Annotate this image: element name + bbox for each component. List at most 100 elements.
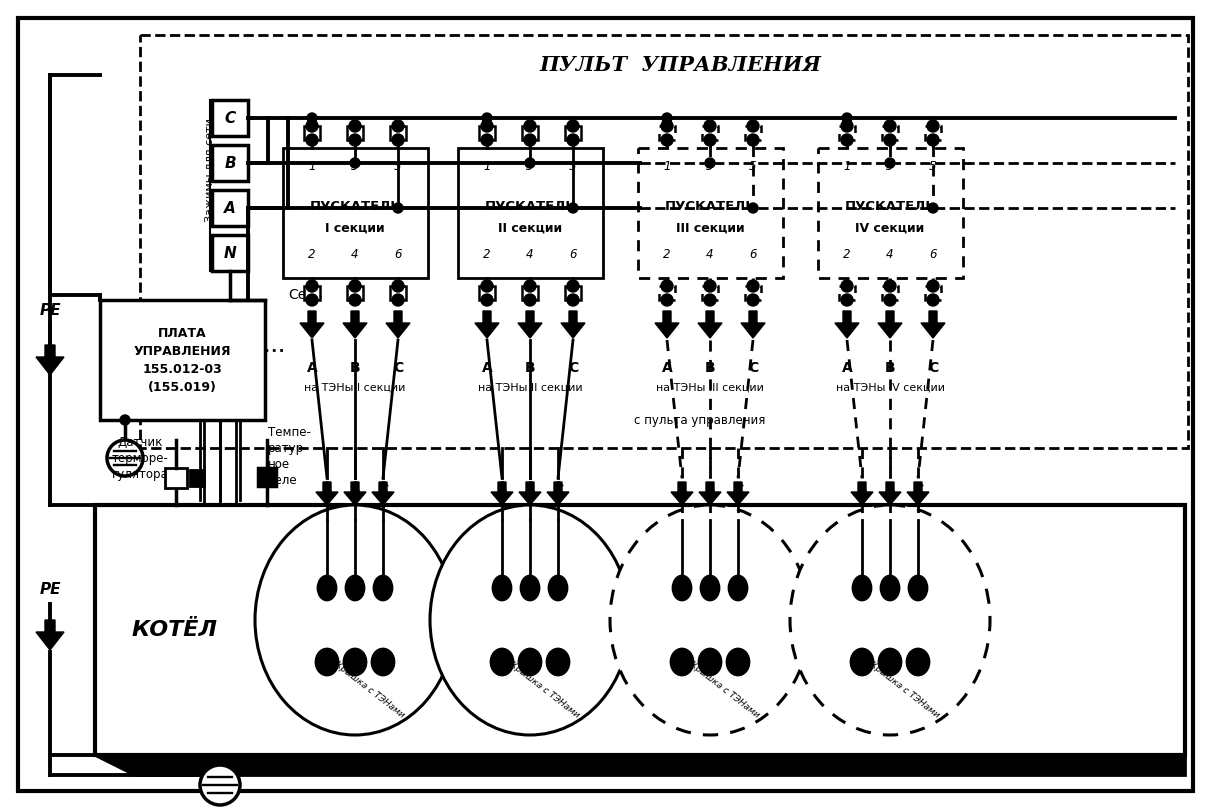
Polygon shape: [343, 311, 367, 338]
Circle shape: [482, 113, 492, 123]
Text: I секции: I секции: [326, 222, 385, 235]
Text: 6: 6: [395, 248, 402, 260]
Circle shape: [526, 158, 535, 168]
Ellipse shape: [671, 649, 693, 675]
Text: 4: 4: [527, 248, 534, 260]
Bar: [882, 286, 899, 300]
Bar: [522, 286, 538, 300]
Circle shape: [481, 120, 493, 132]
Circle shape: [524, 294, 536, 306]
Text: 6: 6: [569, 248, 576, 260]
Text: B: B: [350, 483, 361, 497]
Circle shape: [350, 158, 360, 168]
Circle shape: [349, 134, 361, 146]
Text: ПУСКАТЕЛЬ: ПУСКАТЕЛЬ: [844, 200, 936, 213]
Polygon shape: [907, 482, 929, 505]
Text: 5: 5: [929, 159, 937, 172]
Ellipse shape: [701, 576, 719, 600]
Ellipse shape: [374, 576, 392, 600]
Bar: [390, 126, 406, 140]
Bar: [480, 286, 495, 300]
Circle shape: [524, 120, 536, 132]
Ellipse shape: [549, 576, 567, 600]
Text: 2: 2: [483, 248, 490, 260]
Text: 6: 6: [929, 248, 937, 260]
Circle shape: [926, 280, 939, 292]
Ellipse shape: [316, 649, 338, 675]
Text: C: C: [378, 483, 388, 497]
Text: Крышка с ТЭНами: Крышка с ТЭНами: [333, 660, 407, 720]
Bar: [745, 286, 761, 300]
Bar: [212, 145, 248, 181]
Ellipse shape: [346, 576, 365, 600]
Text: PE: PE: [39, 303, 61, 317]
Polygon shape: [879, 482, 901, 505]
Ellipse shape: [907, 649, 929, 675]
Text: A: A: [224, 201, 236, 215]
Circle shape: [567, 294, 579, 306]
Bar: [702, 126, 718, 140]
Text: III секции: III секции: [676, 222, 745, 235]
Bar: [212, 100, 248, 136]
Polygon shape: [520, 482, 541, 505]
Text: III секция: III секция: [677, 757, 742, 770]
Bar: [304, 286, 320, 300]
Bar: [925, 126, 941, 140]
Ellipse shape: [729, 576, 747, 600]
Circle shape: [349, 280, 361, 292]
Circle shape: [392, 280, 404, 292]
Circle shape: [884, 294, 896, 306]
Polygon shape: [671, 482, 693, 505]
Text: 1: 1: [309, 159, 316, 172]
Polygon shape: [94, 755, 1186, 775]
Ellipse shape: [256, 505, 455, 735]
Circle shape: [884, 134, 896, 146]
Text: C: C: [928, 361, 939, 375]
Circle shape: [840, 294, 853, 306]
Ellipse shape: [853, 576, 871, 600]
Bar: [348, 286, 363, 300]
Text: PE: PE: [39, 582, 61, 598]
Polygon shape: [836, 311, 859, 338]
Polygon shape: [922, 311, 945, 338]
Text: C: C: [733, 483, 744, 497]
Text: A: A: [306, 361, 317, 375]
Polygon shape: [518, 311, 543, 338]
Polygon shape: [372, 482, 394, 505]
Circle shape: [392, 294, 404, 306]
Circle shape: [704, 280, 716, 292]
Bar: [659, 286, 675, 300]
Circle shape: [120, 415, 130, 425]
Bar: [258, 468, 276, 486]
Text: на ТЭНы I секции: на ТЭНы I секции: [304, 383, 406, 393]
Text: B: B: [705, 361, 716, 375]
Text: на ТЭНы III секции: на ТЭНы III секции: [656, 383, 764, 393]
Circle shape: [392, 120, 404, 132]
Text: IV секция: IV секция: [856, 757, 923, 770]
Circle shape: [567, 134, 579, 146]
Ellipse shape: [547, 649, 569, 675]
Circle shape: [884, 280, 896, 292]
Circle shape: [567, 120, 579, 132]
Polygon shape: [344, 482, 366, 505]
Ellipse shape: [520, 649, 541, 675]
Text: 4: 4: [886, 248, 894, 260]
Text: B: B: [705, 483, 716, 497]
Bar: [566, 126, 581, 140]
Text: 3: 3: [886, 159, 894, 172]
Bar: [638, 148, 784, 278]
Polygon shape: [300, 311, 325, 338]
Text: 5: 5: [395, 159, 402, 172]
Ellipse shape: [909, 576, 926, 600]
Ellipse shape: [879, 649, 901, 675]
Text: I секция: I секция: [326, 757, 384, 770]
Polygon shape: [727, 482, 748, 505]
Circle shape: [747, 294, 759, 306]
Polygon shape: [699, 482, 721, 505]
Circle shape: [481, 134, 493, 146]
Text: Датчик
терморе-
гулятора: Датчик терморе- гулятора: [111, 435, 168, 481]
Circle shape: [306, 280, 318, 292]
Text: A: A: [856, 483, 867, 497]
Bar: [101, 300, 265, 420]
Circle shape: [840, 280, 853, 292]
